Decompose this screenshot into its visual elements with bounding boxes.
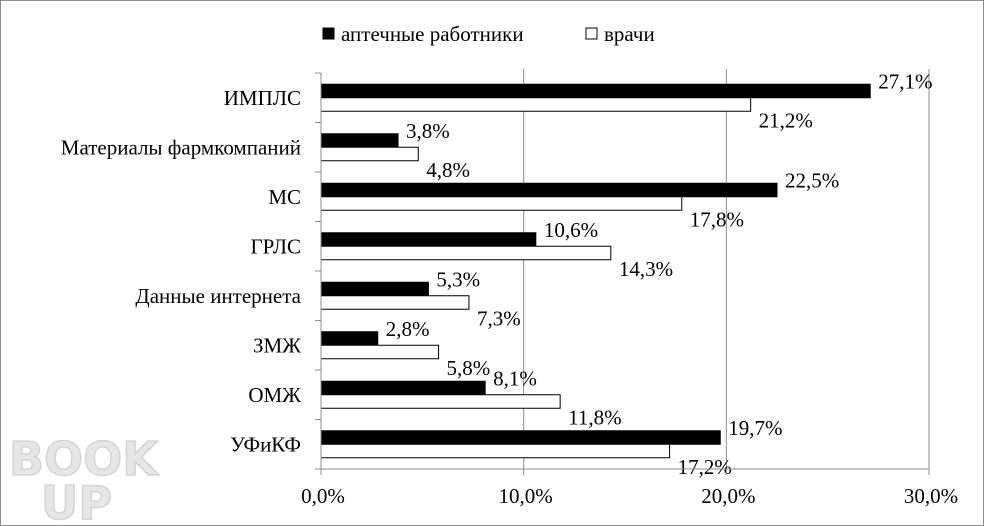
x-tick-label: 0,0%	[301, 484, 345, 508]
value-label-doctors: 17,2%	[678, 455, 732, 479]
category-labels: ИМПЛС Материалы фармкомпаний МС ГРЛС Данные …	[61, 86, 302, 457]
bookup-watermark-logo: BOOK UP	[8, 431, 161, 523]
category-label: Данные интернета	[135, 284, 301, 308]
bar-pharmacy-workers	[320, 182, 778, 198]
value-label-pharmacy-workers: 10,6%	[544, 218, 598, 242]
legend: аптечные работники врачи	[322, 22, 655, 46]
category-label: Материалы фармкомпаний	[61, 135, 301, 159]
category-label: ЗМЖ	[253, 333, 301, 357]
value-label-doctors: 5,8%	[447, 356, 491, 380]
watermark-top-text: BOOK	[9, 432, 160, 486]
x-tick-label: 30,0%	[904, 484, 958, 508]
bar-doctors	[320, 97, 752, 112]
bar-doctors	[320, 394, 561, 409]
legend-swatch-doctors	[585, 27, 598, 40]
value-label-pharmacy-workers: 19,7%	[728, 416, 782, 440]
bar-pharmacy-workers	[320, 331, 379, 346]
bar-pharmacy-workers	[320, 281, 429, 297]
bar-pharmacy-workers	[320, 430, 721, 445]
value-label-doctors: 11,8%	[568, 405, 621, 429]
bar-pharmacy-workers	[320, 83, 871, 99]
bar-doctors	[320, 443, 671, 459]
x-tick-label: 10,0%	[499, 484, 553, 508]
value-label-pharmacy-workers: 2,8%	[386, 317, 430, 341]
bar-doctors	[320, 295, 470, 310]
bar-pharmacy-workers	[320, 380, 486, 396]
legend-label-doctors: врачи	[604, 22, 655, 46]
value-label-pharmacy-workers: 5,3%	[436, 267, 480, 291]
legend-swatch-pharmacy-workers	[322, 27, 335, 40]
category-label: УФиКФ	[230, 432, 301, 456]
bar-doctors	[320, 245, 612, 261]
category-label: ОМЖ	[248, 383, 301, 407]
value-label-pharmacy-workers: 8,1%	[493, 366, 537, 390]
category-label: ИМПЛС	[224, 86, 301, 110]
value-label-pharmacy-workers: 3,8%	[406, 119, 450, 143]
bars	[320, 83, 871, 459]
value-label-doctors: 4,8%	[426, 158, 470, 182]
value-label-pharmacy-workers: 27,1%	[878, 69, 932, 93]
x-tick-label: 20,0%	[701, 484, 755, 508]
category-label: ГРЛС	[251, 234, 302, 258]
value-labels: 27,1% 21,2% 3,8% 4,8% 22,5% 17,8% 10,6% 14,3% 5,…	[386, 69, 933, 479]
legend-label-pharmacy-workers: аптечные работники	[341, 22, 524, 46]
bar-doctors	[320, 146, 419, 162]
category-label: МС	[268, 185, 301, 209]
watermark-bottom-text: UP	[41, 476, 112, 523]
bar-pharmacy-workers	[320, 232, 537, 247]
bar-doctors	[320, 344, 440, 360]
bar-doctors	[320, 196, 683, 211]
value-label-doctors: 14,3%	[619, 257, 673, 281]
value-label-doctors: 21,2%	[759, 108, 813, 132]
value-label-doctors: 17,8%	[690, 207, 744, 231]
x-axis: 0,0% 10,0% 20,0% 30,0%	[301, 72, 958, 508]
value-label-pharmacy-workers: 22,5%	[785, 168, 839, 192]
bar-pharmacy-workers	[320, 133, 399, 148]
value-label-doctors: 7,3%	[477, 306, 521, 330]
